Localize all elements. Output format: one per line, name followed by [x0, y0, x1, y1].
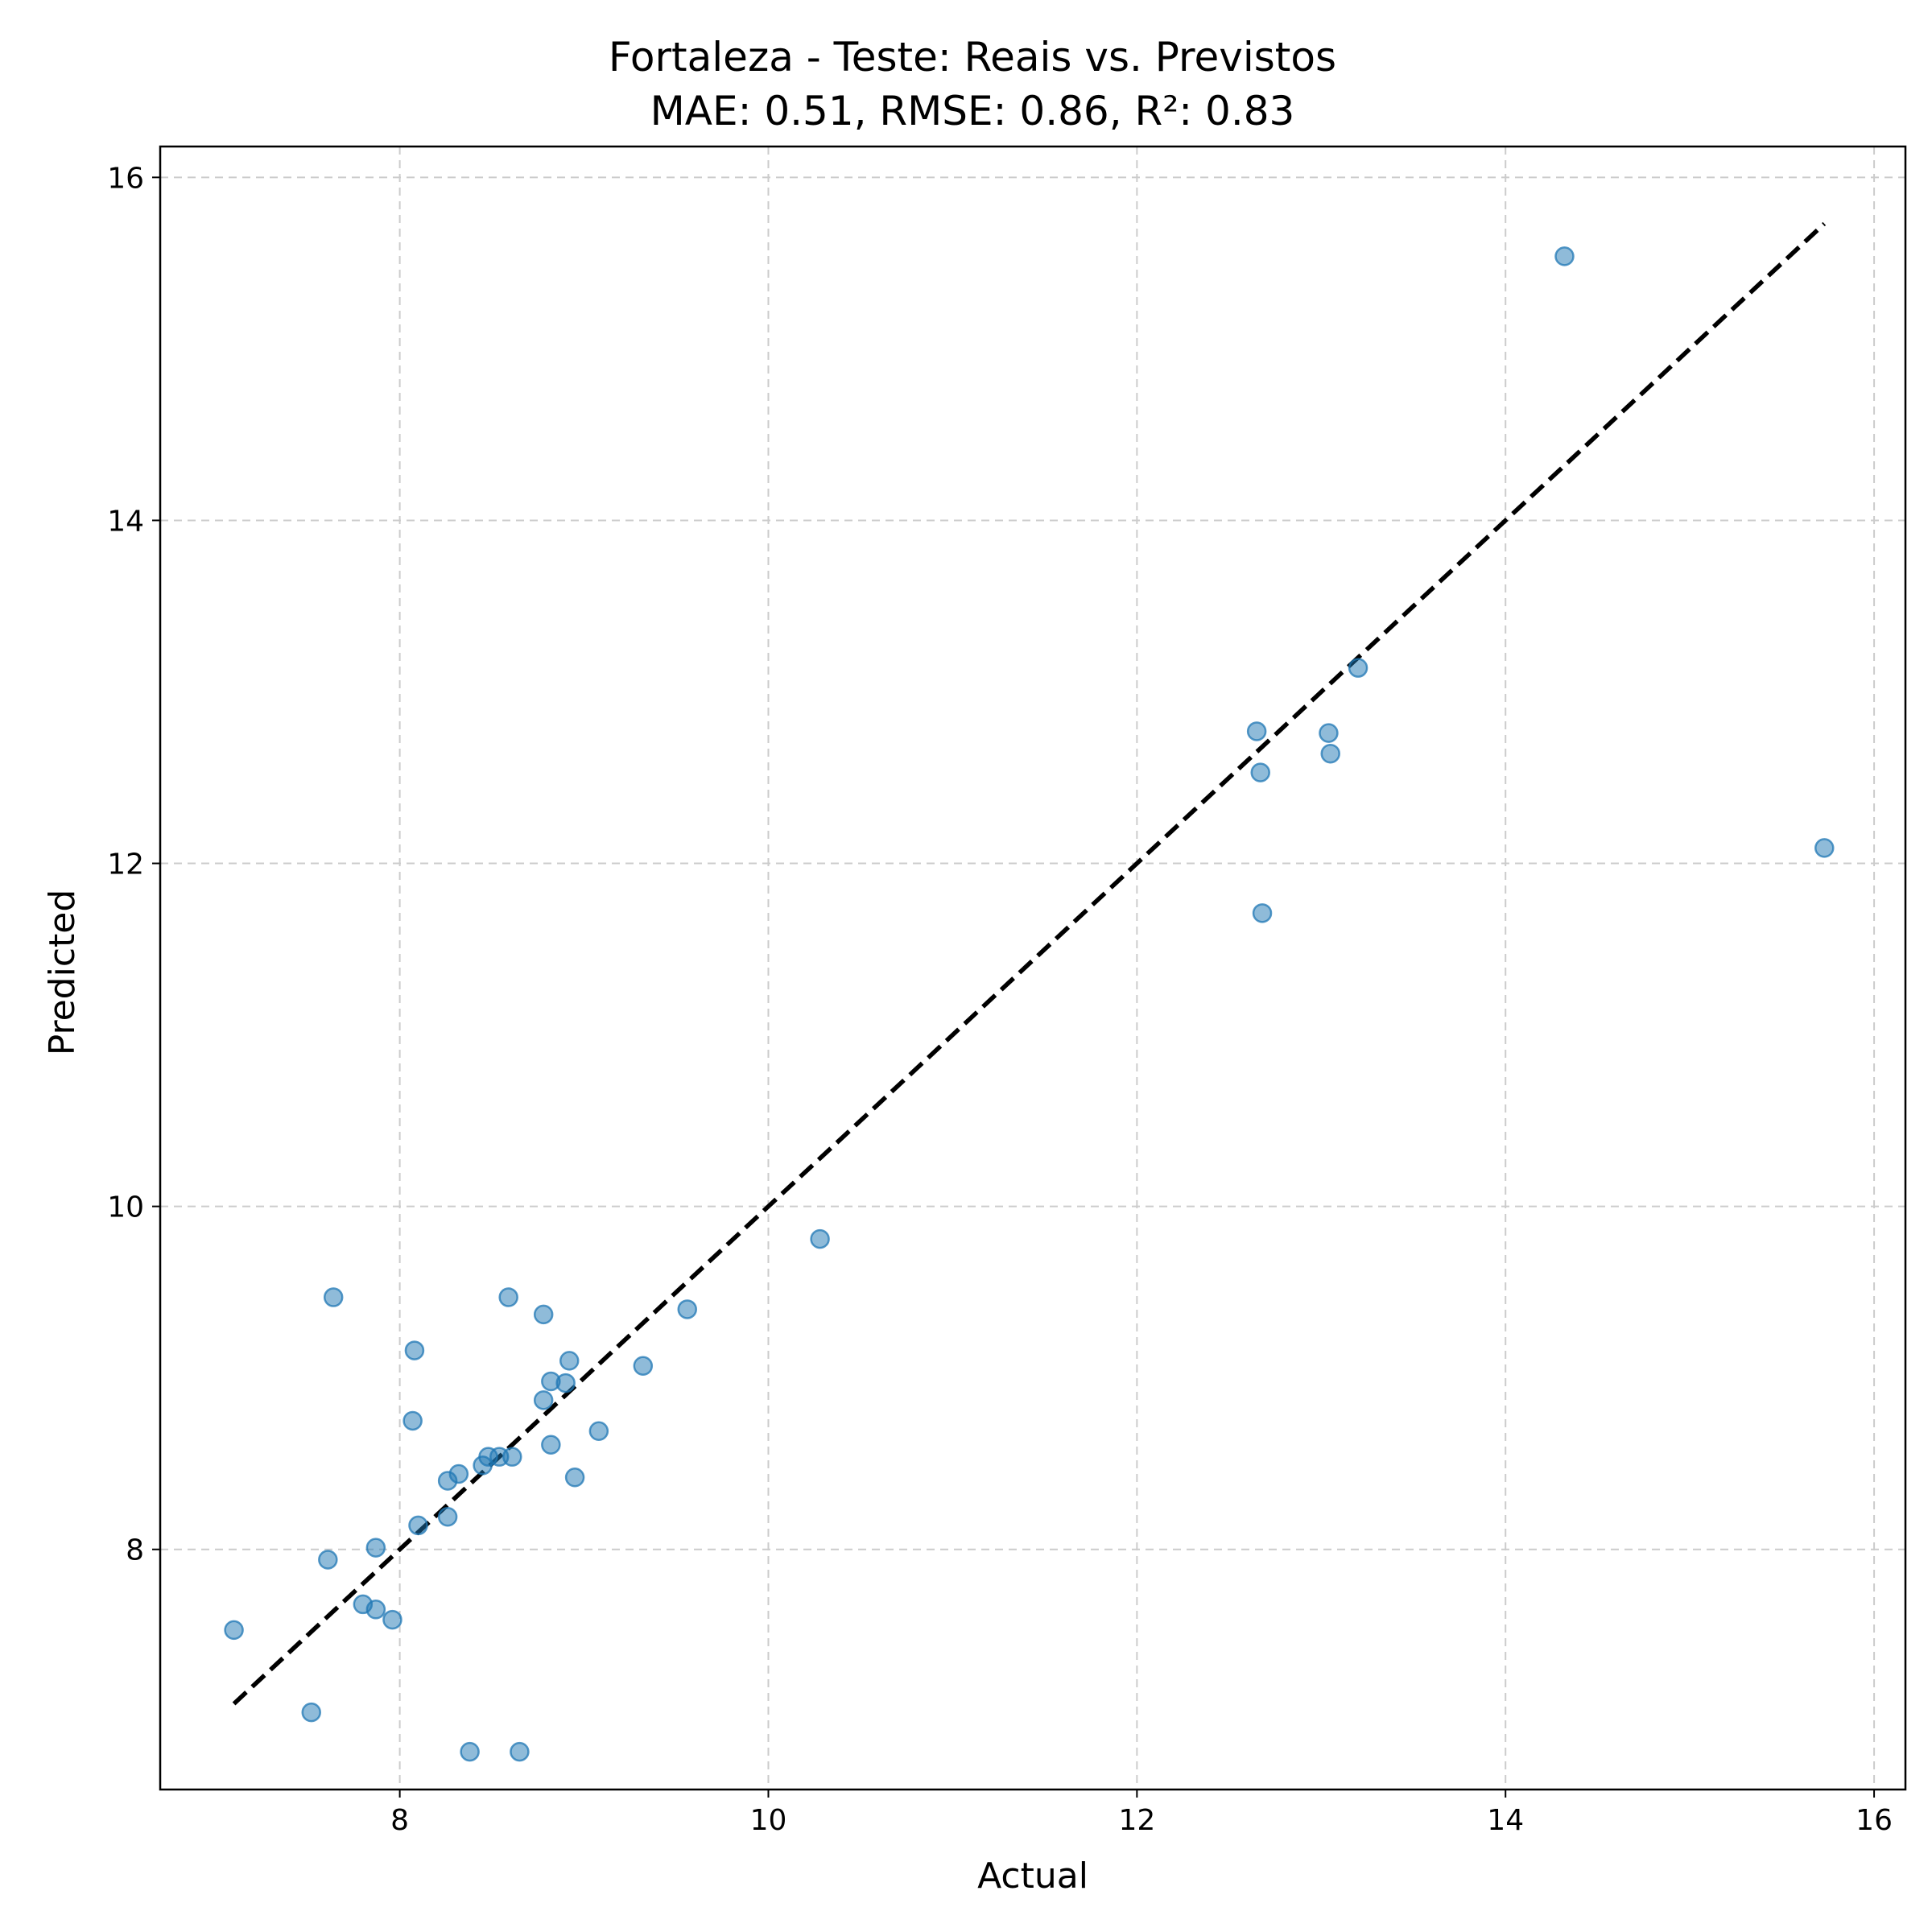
- chart-title: Fortaleza - Teste: Reais vs. Previstos: [609, 34, 1336, 80]
- data-point: [510, 1741, 530, 1762]
- data-point: [382, 1609, 402, 1630]
- x-axis-label: Actual: [977, 1856, 1088, 1897]
- data-point: [564, 1468, 585, 1488]
- y-tick-label: 8: [126, 1534, 144, 1567]
- x-tick-label: 16: [1856, 1804, 1893, 1837]
- data-point: [555, 1373, 576, 1393]
- data-point: [1252, 903, 1273, 923]
- data-point: [1554, 246, 1575, 266]
- x-tick-label: 8: [390, 1804, 409, 1837]
- y-tick-label: 16: [107, 162, 144, 195]
- y-tick-label: 10: [107, 1191, 144, 1224]
- data-point: [541, 1435, 561, 1455]
- data-point: [323, 1287, 344, 1307]
- x-tick-label: 14: [1487, 1804, 1524, 1837]
- y-axis-label: Predicted: [42, 890, 83, 1056]
- data-point: [533, 1390, 554, 1410]
- points-layer: [224, 246, 1835, 1762]
- data-point: [365, 1600, 386, 1620]
- data-point: [559, 1351, 580, 1371]
- chart-subtitle: MAE: 0.51, RMSE: 0.86, R²: 0.83: [650, 88, 1295, 134]
- grid-layer: [160, 147, 1905, 1790]
- data-point: [365, 1538, 386, 1558]
- reference-line-layer: [232, 221, 1827, 1706]
- data-point: [810, 1228, 830, 1249]
- data-point: [404, 1340, 425, 1360]
- data-point: [1246, 721, 1267, 741]
- data-point: [633, 1356, 654, 1377]
- x-tick-label: 12: [1118, 1804, 1155, 1837]
- plot-frame: [159, 145, 1907, 1791]
- data-point: [533, 1304, 554, 1325]
- data-point: [460, 1741, 480, 1762]
- data-point: [1320, 743, 1340, 764]
- y-tick-label: 12: [107, 848, 144, 881]
- data-point: [1814, 838, 1835, 858]
- data-point: [677, 1299, 697, 1319]
- y-tick-label: 14: [107, 505, 144, 538]
- data-point: [402, 1410, 423, 1431]
- data-point: [1319, 723, 1339, 743]
- data-point: [1250, 762, 1270, 782]
- x-tick-label: 10: [750, 1804, 787, 1837]
- data-point: [502, 1447, 522, 1467]
- data-point: [408, 1515, 428, 1536]
- data-point: [301, 1702, 321, 1723]
- data-point: [224, 1620, 244, 1641]
- data-point: [318, 1550, 338, 1570]
- data-point: [588, 1421, 609, 1441]
- data-point: [1348, 658, 1368, 678]
- data-point: [437, 1507, 458, 1527]
- identity-reference-line: [232, 221, 1827, 1706]
- data-point: [448, 1463, 469, 1484]
- data-point: [498, 1287, 518, 1307]
- ticks-layer: 8 10 12 14 16 8 10 12 14 16: [107, 162, 1893, 1837]
